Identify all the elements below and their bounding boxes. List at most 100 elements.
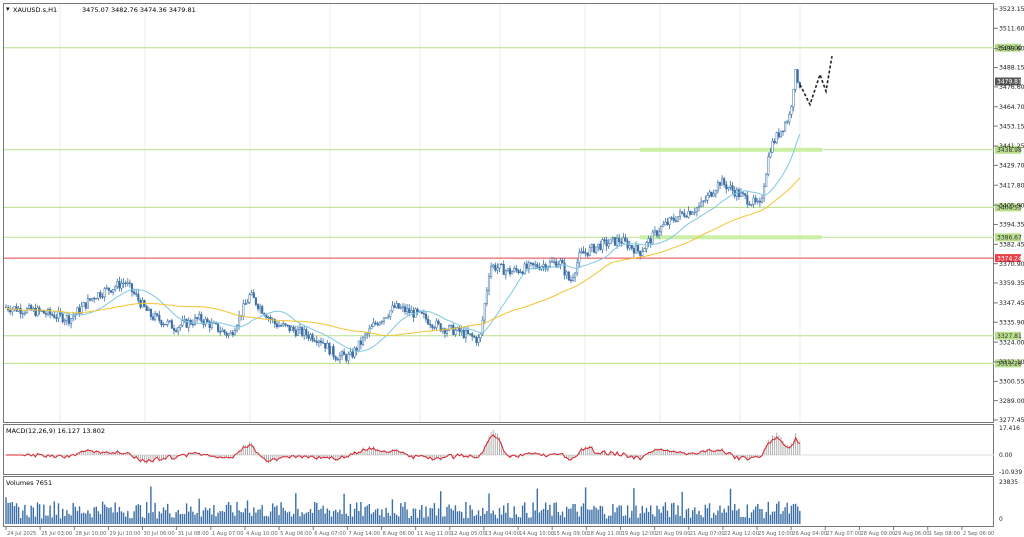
- candle-body: [578, 252, 581, 264]
- volume-bar: [194, 514, 196, 524]
- level-lines: 3500.00 3438.98 3404.53 3386.67 3374.24 3327.…: [4, 43, 1022, 368]
- price-tick-label: 3464.70: [999, 104, 1024, 111]
- volume-bar: [133, 511, 135, 524]
- candle-body: [303, 329, 306, 336]
- volume-bar: [28, 517, 30, 524]
- candle-body: [204, 319, 207, 325]
- ohlc-label: 3475.07 3482.76 3474.36 3479.81: [82, 6, 196, 14]
- volume-bar: [587, 509, 589, 524]
- candle-body: [292, 326, 295, 331]
- level-price-tag: [995, 43, 1021, 52]
- volume-bar: [599, 505, 601, 524]
- volume-bar: [30, 505, 32, 524]
- candle-body: [340, 351, 344, 356]
- price-tick-label: 3511.60: [999, 26, 1024, 33]
- candle-body: [588, 247, 591, 256]
- volume-bar: [395, 514, 398, 524]
- candle-body: [364, 334, 367, 338]
- candle-body: [359, 340, 362, 345]
- candle-body: [689, 210, 692, 215]
- volume-bar: [259, 509, 261, 524]
- candle-body: [382, 317, 386, 322]
- candle-body: [653, 230, 656, 233]
- volume-bar: [631, 510, 633, 524]
- volume-bar: [524, 502, 526, 524]
- candle-body: [105, 287, 108, 289]
- volume-bar: [685, 509, 688, 524]
- candle-body: [435, 320, 438, 328]
- volume-bar: [448, 504, 450, 524]
- candle-body: [756, 200, 759, 203]
- volume-bar: [45, 515, 47, 524]
- candle-body: [330, 346, 333, 355]
- time-tick-label: 28 Jul 10:00: [75, 531, 106, 537]
- candle-body: [80, 305, 83, 314]
- level-price-label: 3500.00: [997, 45, 1022, 52]
- volume-bar: [288, 511, 291, 524]
- candle-body: [376, 323, 379, 326]
- volume-bar: [368, 503, 370, 524]
- candle-body: [563, 262, 566, 276]
- volume-bar: [104, 504, 106, 524]
- volume-bar: [645, 507, 648, 524]
- main-chart-frame[interactable]: [3, 3, 994, 423]
- candle-body: [674, 220, 677, 222]
- candle-body: [613, 237, 617, 246]
- candle-body: [277, 325, 281, 328]
- candle-body: [445, 330, 449, 334]
- volume-bar: [248, 512, 251, 524]
- volume-bar: [740, 516, 742, 524]
- candle-body: [788, 114, 791, 123]
- volume-bar: [385, 507, 387, 524]
- volume-bar: [650, 505, 652, 524]
- volume-bar: [5, 497, 7, 524]
- candle-body: [712, 193, 715, 197]
- volume-bar: [433, 503, 436, 524]
- volume-bar: [551, 515, 553, 524]
- volume-bar: [112, 512, 114, 524]
- candle-body: [529, 262, 533, 264]
- time-tick-label: 30 Jul 06:00: [144, 531, 175, 537]
- candle-body: [519, 271, 522, 274]
- volume-bar: [185, 503, 188, 524]
- candle-body: [731, 185, 734, 191]
- volume-bar: [72, 502, 74, 524]
- candle-body: [616, 237, 619, 246]
- volume-bar: [328, 510, 331, 524]
- price-tick-label: 3289.00: [999, 398, 1024, 405]
- candle-body: [758, 200, 761, 203]
- chart-menu-icon[interactable]: ▾: [6, 5, 10, 13]
- ma-slow-line: [5, 177, 801, 337]
- candle-body: [51, 314, 54, 316]
- volume-bar: [763, 518, 765, 524]
- candle-body: [42, 310, 45, 314]
- volume-bar: [238, 510, 240, 524]
- level-price-label: 3404.53: [997, 205, 1022, 212]
- volume-bar: [715, 515, 717, 524]
- volume-bar: [179, 514, 181, 524]
- volume-bar: [49, 505, 51, 524]
- candle-body: [366, 333, 369, 336]
- time-tick-label: 11 Aug 11:00: [417, 531, 452, 537]
- candle-body: [752, 197, 755, 205]
- time-tick-label: 28 Aug 09:00: [860, 531, 895, 537]
- volume-bar: [780, 513, 782, 524]
- candle-body: [181, 320, 184, 326]
- price-tick-label: 3417.80: [999, 182, 1024, 189]
- volume-bar: [610, 515, 612, 524]
- candle-body: [401, 306, 404, 308]
- candle-body: [298, 327, 302, 330]
- macd-frame[interactable]: [3, 424, 994, 475]
- volume-bar: [475, 514, 478, 524]
- volume-bar: [750, 512, 753, 524]
- volume-frame[interactable]: [3, 476, 994, 527]
- volume-bar: [536, 488, 538, 524]
- volume-bar: [97, 511, 100, 524]
- volume-bar: [505, 512, 507, 524]
- candle-body: [496, 267, 499, 271]
- volume-bar: [108, 508, 110, 524]
- candle-body: [217, 323, 220, 332]
- volume-bar: [192, 511, 194, 524]
- volume-bar: [261, 505, 263, 524]
